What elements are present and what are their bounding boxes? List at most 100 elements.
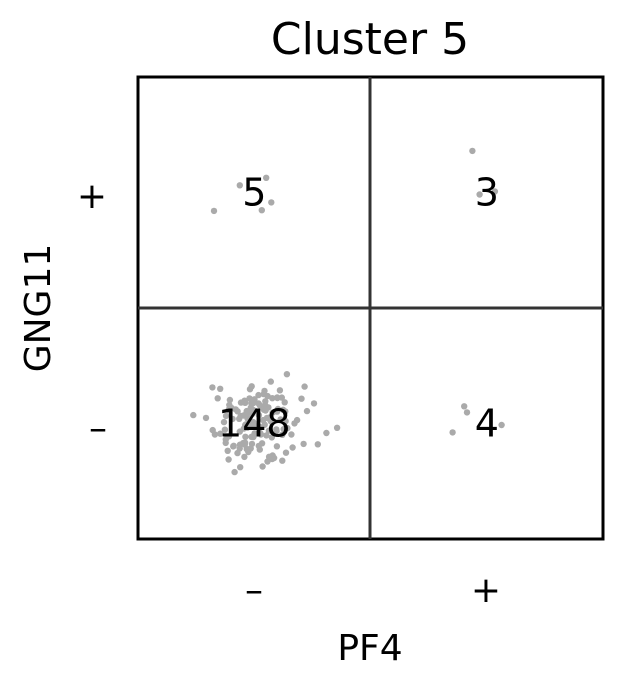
- quadrant-count-label: 4: [475, 402, 499, 446]
- data-point: [256, 402, 263, 409]
- data-point: [280, 426, 287, 433]
- data-point: [273, 427, 280, 435]
- data-point: [323, 429, 330, 437]
- data-point: [210, 207, 218, 215]
- data-point: [279, 406, 287, 413]
- data-point: [314, 441, 321, 448]
- quadrant-count-label: 148: [218, 402, 291, 446]
- points-layer: [190, 147, 505, 476]
- data-point: [283, 371, 291, 378]
- data-point: [226, 396, 234, 404]
- data-point: [250, 433, 257, 440]
- data-point: [236, 428, 243, 435]
- data-point: [232, 406, 239, 413]
- data-point: [449, 429, 456, 436]
- data-point: [463, 409, 471, 416]
- data-point: [265, 404, 272, 411]
- data-point: [255, 391, 262, 399]
- data-point: [229, 415, 236, 423]
- data-point: [261, 387, 268, 395]
- y-axis-label: GNG11: [18, 244, 59, 373]
- data-point: [230, 442, 237, 449]
- chart-title: Cluster 5: [271, 14, 469, 65]
- data-point: [256, 446, 263, 453]
- data-point: [300, 440, 307, 448]
- data-point: [303, 407, 311, 415]
- data-point: [293, 416, 301, 424]
- data-point: [469, 147, 476, 155]
- data-point: [209, 384, 216, 391]
- data-point: [270, 454, 278, 462]
- data-point: [217, 430, 224, 437]
- data-point: [221, 426, 229, 433]
- data-point: [279, 457, 286, 464]
- x-tick-plus: +: [471, 570, 501, 611]
- data-point: [263, 432, 270, 439]
- data-point: [242, 433, 249, 440]
- data-point: [262, 398, 269, 405]
- quadrant-count-label: 3: [475, 171, 499, 215]
- data-point: [224, 447, 231, 454]
- data-point: [236, 441, 244, 448]
- data-point: [222, 436, 229, 443]
- data-point: [236, 182, 243, 189]
- data-point: [222, 412, 230, 420]
- data-point: [245, 416, 253, 423]
- quadrant-count-label: 5: [242, 171, 266, 215]
- data-point: [267, 378, 274, 385]
- data-point: [491, 188, 499, 195]
- data-point: [256, 423, 263, 431]
- data-point: [259, 463, 266, 470]
- data-point: [268, 434, 275, 441]
- data-point: [258, 207, 265, 214]
- data-point: [476, 191, 483, 198]
- data-point: [461, 403, 468, 410]
- data-point: [242, 421, 249, 428]
- data-point: [241, 439, 249, 446]
- data-point: [190, 411, 197, 419]
- data-point: [246, 395, 253, 402]
- data-point: [264, 458, 271, 465]
- data-point: [298, 395, 305, 402]
- data-point: [247, 445, 254, 452]
- data-point: [258, 440, 266, 447]
- data-point: [251, 422, 258, 429]
- data-point: [209, 426, 216, 434]
- data-point: [241, 453, 248, 461]
- data-point: [226, 401, 233, 409]
- x-tick-minus: –: [245, 570, 263, 611]
- data-point: [251, 396, 258, 403]
- data-point: [220, 418, 228, 426]
- data-point: [237, 464, 244, 471]
- data-point: [310, 400, 318, 407]
- y-tick-plus: +: [77, 176, 107, 217]
- data-point: [257, 431, 265, 438]
- data-point: [236, 415, 243, 422]
- data-point: [269, 395, 276, 402]
- data-point: [273, 408, 281, 415]
- data-point: [282, 449, 290, 456]
- data-point: [255, 412, 263, 419]
- data-point: [241, 397, 248, 404]
- data-point: [281, 399, 288, 406]
- data-point: [214, 395, 221, 402]
- data-point: [202, 414, 210, 422]
- data-point: [263, 414, 271, 422]
- data-point: [333, 424, 341, 431]
- data-point: [249, 409, 256, 417]
- data-point: [498, 421, 505, 429]
- data-point: [217, 385, 224, 392]
- counts-layer: 5 3 148 4: [218, 171, 499, 446]
- data-point: [278, 394, 285, 401]
- data-point: [246, 386, 254, 393]
- data-point: [263, 174, 270, 181]
- data-point: [301, 383, 308, 390]
- data-point: [279, 431, 286, 438]
- data-point: [277, 416, 284, 423]
- y-tick-minus: –: [89, 408, 107, 449]
- x-axis-label: PF4: [337, 628, 402, 669]
- data-point: [276, 387, 284, 394]
- data-point: [265, 427, 273, 434]
- data-point: [231, 468, 238, 476]
